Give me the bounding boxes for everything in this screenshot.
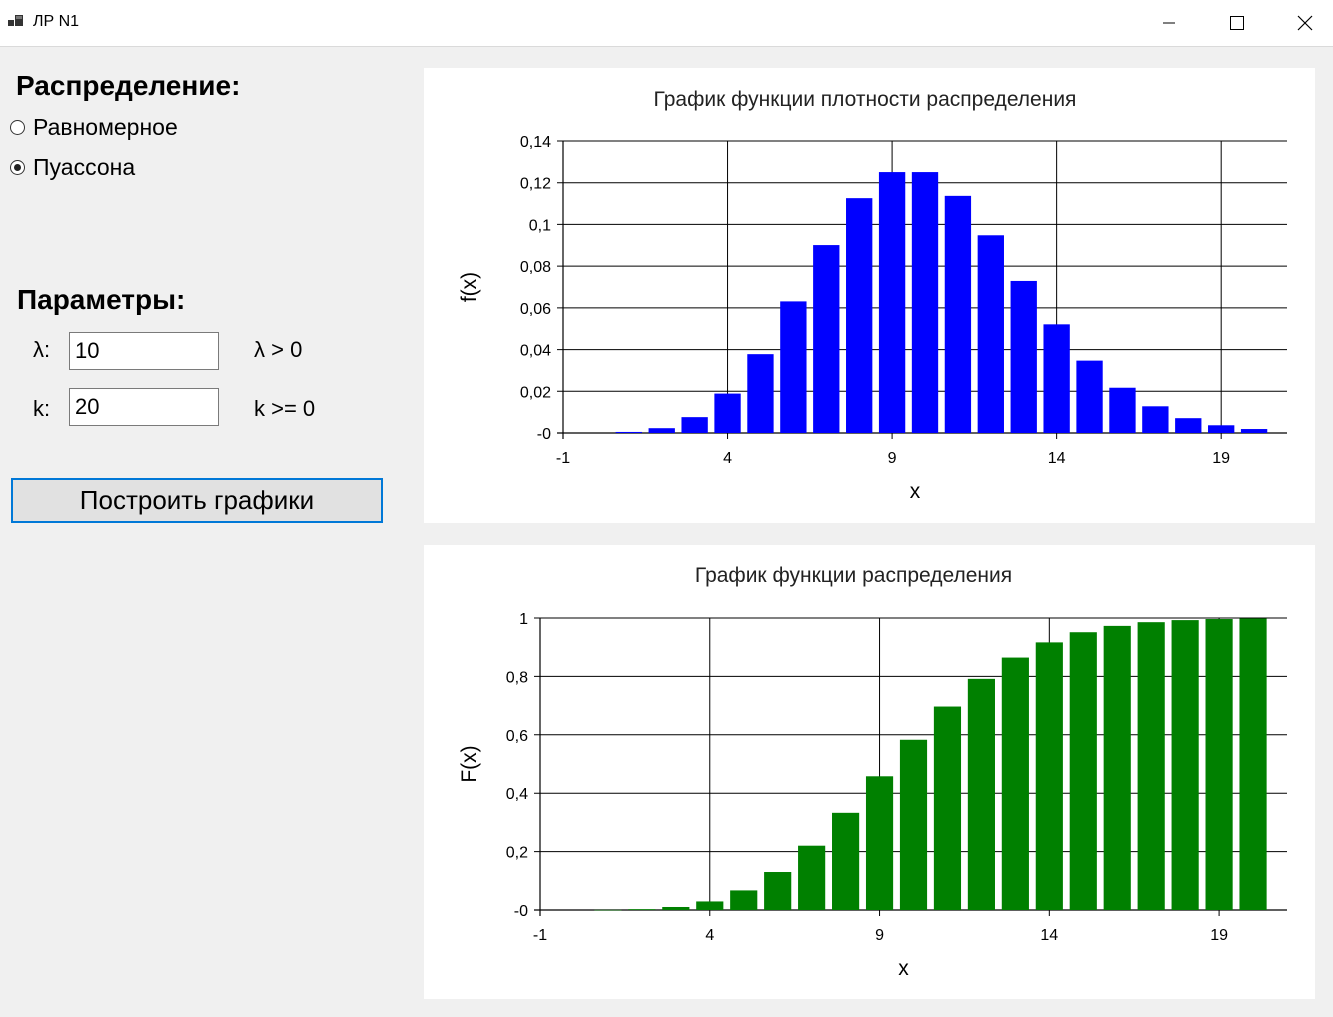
y-axis-label: f(x) xyxy=(458,272,481,302)
bar xyxy=(813,245,840,433)
bar xyxy=(1001,657,1029,910)
app-icon xyxy=(8,15,23,26)
x-tick-label: -1 xyxy=(533,927,547,944)
bar xyxy=(1103,625,1131,910)
bar xyxy=(846,198,873,433)
lambda-label: λ: xyxy=(33,337,51,362)
bar xyxy=(1175,418,1202,433)
bar xyxy=(933,706,962,910)
radio-uniform-label: Равномерное xyxy=(33,114,178,140)
bar xyxy=(1137,622,1165,910)
bar xyxy=(911,172,939,433)
y-tick-label: 0,08 xyxy=(520,259,551,276)
x-tick-label: 4 xyxy=(723,450,732,467)
y-tick-label: 0,2 xyxy=(506,845,528,862)
x-tick-label: 19 xyxy=(1210,927,1228,944)
bar xyxy=(1010,280,1037,433)
title-bar: ЛР N1 xyxy=(0,0,1333,47)
bar xyxy=(628,909,656,910)
bar xyxy=(681,417,708,433)
distribution-heading: Распределение: xyxy=(16,70,241,101)
bar xyxy=(878,172,906,433)
bar xyxy=(1035,642,1063,910)
k-label: k: xyxy=(33,396,51,421)
bar xyxy=(798,845,826,910)
window-title: ЛР N1 xyxy=(33,13,80,30)
y-tick-label: 0,06 xyxy=(520,301,551,318)
lambda-hint: λ > 0 xyxy=(254,337,303,362)
y-tick-label: 0,1 xyxy=(529,217,551,234)
lambda-input[interactable] xyxy=(69,332,219,370)
bar xyxy=(899,739,928,910)
bar xyxy=(977,235,1004,433)
bar xyxy=(1043,324,1070,433)
bar xyxy=(594,909,622,911)
maximize-icon xyxy=(1230,16,1244,30)
bar xyxy=(1205,619,1233,910)
radio-poisson[interactable]: Пуассона xyxy=(10,154,135,181)
radio-uniform[interactable]: Равномерное xyxy=(10,114,178,141)
k-input[interactable] xyxy=(69,388,219,426)
radio-poisson-label: Пуассона xyxy=(33,154,136,180)
bar xyxy=(1076,360,1103,433)
bar xyxy=(696,901,724,910)
cdf-chart: График функции распределения -0 0,2 0,4 0,6 0… xyxy=(424,545,1315,999)
y-tick-label: 0,02 xyxy=(520,384,551,401)
y-tick-label: 0,8 xyxy=(506,669,528,686)
y-tick-label: 0,04 xyxy=(520,343,551,360)
minimize-button[interactable] xyxy=(1134,0,1204,46)
y-tick-label: 0,4 xyxy=(506,786,528,803)
x-tick-label: 19 xyxy=(1212,450,1230,467)
y-tick-label: -0 xyxy=(537,426,551,443)
x-axis-label: x xyxy=(898,957,909,980)
bar xyxy=(1239,618,1267,910)
y-axis-label: F(x) xyxy=(458,745,481,782)
bar xyxy=(832,812,860,910)
x-tick-label: 4 xyxy=(705,927,714,944)
bar xyxy=(967,678,995,910)
bar xyxy=(1208,425,1235,433)
bar xyxy=(615,431,642,433)
k-hint: k >= 0 xyxy=(254,396,316,421)
chart-title: График функции плотности распределения xyxy=(654,88,1077,111)
bar xyxy=(1069,632,1097,910)
bar xyxy=(730,890,758,910)
bar xyxy=(714,393,741,433)
density-chart-svg: График функции плотности распределения -0… xyxy=(458,88,1287,503)
build-charts-button[interactable]: Построить графики xyxy=(11,478,383,523)
bar xyxy=(1171,620,1199,910)
y-tick-label: -0 xyxy=(514,903,528,920)
bar xyxy=(747,354,774,433)
radio-poisson-indicator[interactable] xyxy=(10,160,25,175)
x-axis-label: x xyxy=(910,480,921,503)
y-tick-label: 1 xyxy=(519,611,528,628)
x-tick-label: -1 xyxy=(556,450,570,467)
bar xyxy=(780,301,807,433)
close-button[interactable] xyxy=(1270,0,1333,46)
radio-uniform-indicator[interactable] xyxy=(10,120,25,135)
y-tick-label: 0,12 xyxy=(520,176,551,193)
bar xyxy=(1142,406,1169,433)
bar xyxy=(648,428,675,433)
bar xyxy=(1240,429,1268,433)
y-tick-label: 0,6 xyxy=(506,728,528,745)
x-tick-label: 9 xyxy=(888,450,897,467)
bar xyxy=(662,906,690,910)
density-chart: График функции плотности распределения -0… xyxy=(424,68,1315,523)
bar xyxy=(764,872,792,910)
x-tick-label: 14 xyxy=(1048,450,1066,467)
x-tick-label: 9 xyxy=(875,927,884,944)
y-tick-label: 0,14 xyxy=(520,134,551,151)
close-icon xyxy=(1297,15,1313,31)
minimize-icon xyxy=(1163,22,1175,24)
x-tick-label: 14 xyxy=(1040,927,1058,944)
params-heading: Параметры: xyxy=(17,284,186,315)
maximize-button[interactable] xyxy=(1202,0,1272,46)
bar xyxy=(944,195,972,433)
bar xyxy=(1109,387,1136,433)
bar xyxy=(865,776,894,910)
cdf-chart-svg: График функции распределения -0 0,2 0,4 0,6 0… xyxy=(458,564,1287,980)
chart-title: График функции распределения xyxy=(695,564,1012,587)
